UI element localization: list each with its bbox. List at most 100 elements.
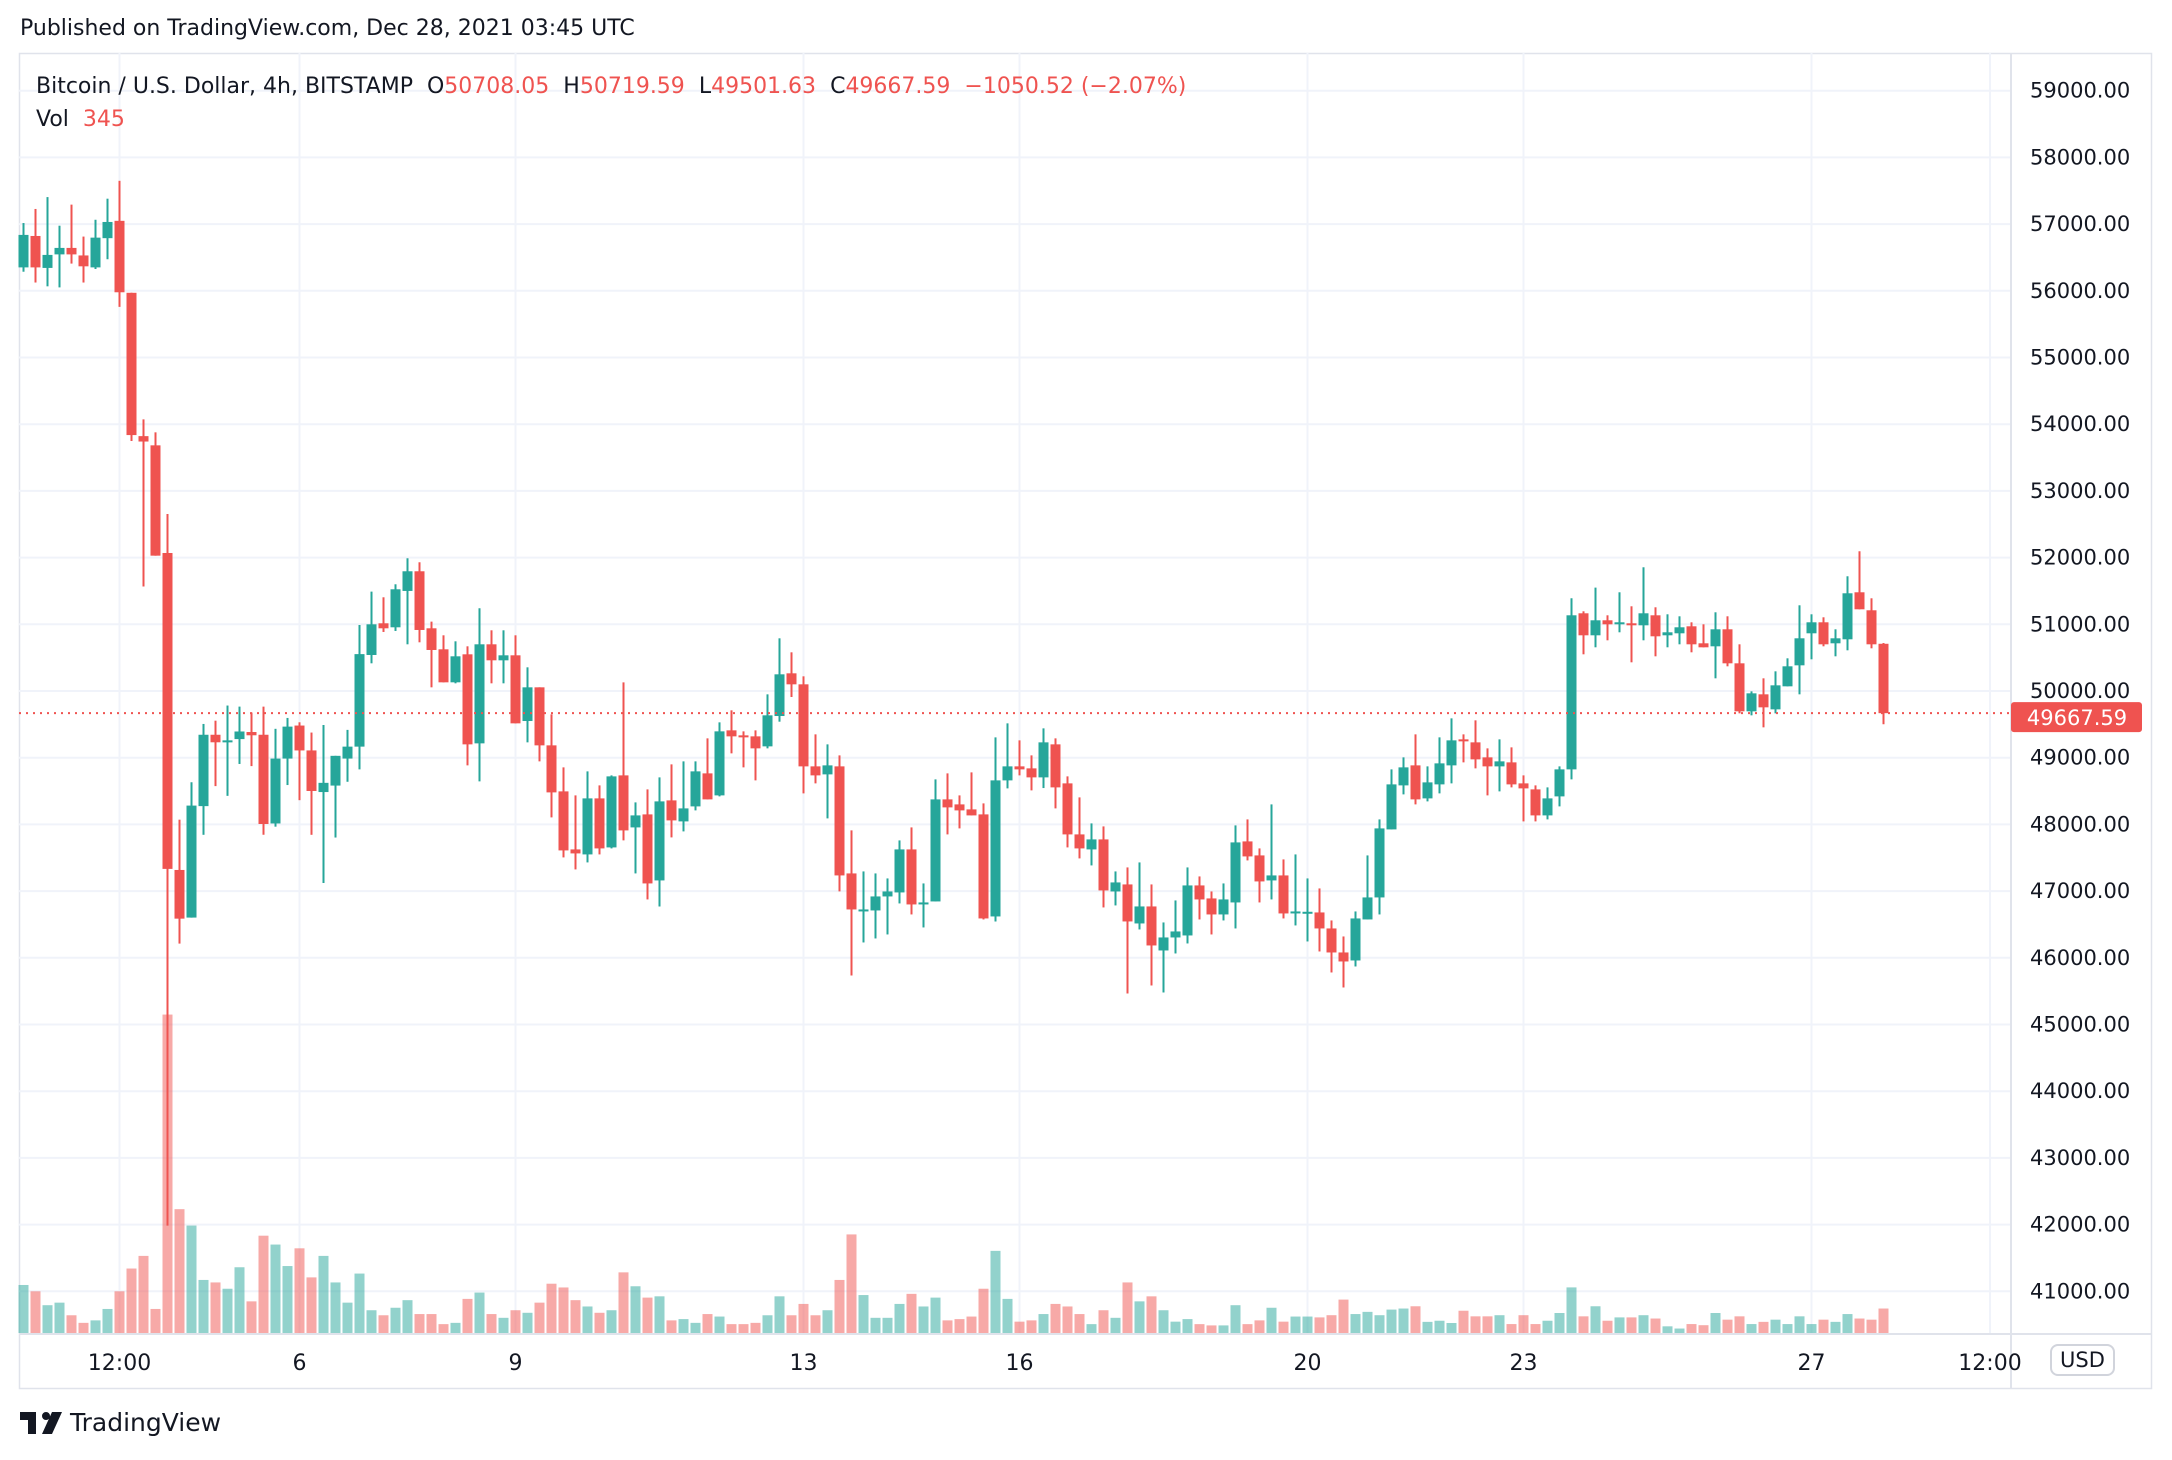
candle bbox=[1410, 734, 1421, 805]
volume-bar bbox=[510, 1310, 521, 1333]
time-tick-label: 20 bbox=[1294, 1351, 1322, 1376]
volume-bar bbox=[1794, 1316, 1805, 1333]
close-label: C bbox=[830, 74, 846, 99]
volume-bar bbox=[54, 1302, 65, 1333]
volume-bar bbox=[702, 1314, 713, 1333]
candle-body bbox=[186, 805, 197, 918]
volume-bar bbox=[1878, 1308, 1889, 1333]
candle-body bbox=[1614, 622, 1625, 625]
price-tick-label: 43000.00 bbox=[2030, 1146, 2130, 1170]
volume-bar bbox=[1698, 1325, 1709, 1333]
volume-bar bbox=[1770, 1319, 1781, 1333]
candle bbox=[1614, 592, 1625, 633]
candle bbox=[870, 873, 881, 939]
candle bbox=[1698, 624, 1709, 648]
volume-bar bbox=[1482, 1316, 1493, 1333]
volume-bar bbox=[1674, 1328, 1685, 1333]
candle-body bbox=[906, 849, 917, 905]
candle bbox=[450, 641, 461, 684]
candle-body bbox=[858, 909, 869, 912]
candle bbox=[1362, 855, 1373, 920]
candle bbox=[1170, 900, 1181, 954]
candle-body bbox=[1554, 769, 1565, 797]
price-tick-label: 50000.00 bbox=[2030, 679, 2130, 703]
candle-body bbox=[570, 849, 581, 854]
candle-body bbox=[498, 655, 509, 661]
candle-body bbox=[1230, 842, 1241, 903]
candle bbox=[1818, 617, 1829, 647]
candle bbox=[1458, 734, 1469, 763]
candle bbox=[690, 761, 701, 811]
time-tick-label: 13 bbox=[790, 1351, 818, 1376]
volume-bar bbox=[738, 1324, 749, 1333]
volume-bar bbox=[366, 1310, 377, 1333]
candle-body bbox=[1110, 882, 1121, 892]
volume-bar bbox=[1530, 1324, 1541, 1333]
volume-bar bbox=[1278, 1321, 1289, 1333]
candle bbox=[798, 676, 809, 794]
price-axis[interactable]: 59000.00 58000.00 57000.00 56000.00 55000.00… bbox=[2030, 79, 2130, 1304]
currency-badge[interactable]: USD bbox=[2050, 1344, 2115, 1376]
candle bbox=[1506, 747, 1517, 788]
candle-body bbox=[1518, 783, 1529, 789]
candle bbox=[1866, 598, 1877, 649]
tradingview-logo[interactable]: TradingView bbox=[20, 1408, 221, 1437]
candle bbox=[1314, 888, 1325, 952]
volume-bar bbox=[306, 1277, 317, 1333]
candle bbox=[1326, 920, 1337, 973]
candle bbox=[486, 630, 497, 684]
volume-bar bbox=[1002, 1298, 1013, 1333]
price-tick-label: 55000.00 bbox=[2030, 346, 2130, 370]
volume-bar bbox=[354, 1273, 365, 1333]
volume-bar bbox=[318, 1255, 329, 1333]
candle-body bbox=[1446, 740, 1457, 766]
candle bbox=[822, 744, 833, 819]
candle bbox=[258, 706, 269, 835]
volume-bar bbox=[990, 1250, 1001, 1333]
candle-body bbox=[558, 791, 569, 851]
candle-body bbox=[1578, 613, 1589, 636]
candle bbox=[1134, 862, 1145, 930]
volume-bar bbox=[1206, 1325, 1217, 1333]
candle bbox=[126, 292, 137, 442]
candle-body bbox=[198, 734, 209, 807]
candle-body bbox=[1590, 620, 1601, 636]
candle bbox=[174, 819, 185, 944]
volume-bar bbox=[1314, 1317, 1325, 1333]
candle-body bbox=[1278, 875, 1289, 914]
candle-body bbox=[42, 254, 53, 268]
candle bbox=[594, 785, 605, 855]
symbol-name[interactable]: Bitcoin / U.S. Dollar, 4h, BITSTAMP bbox=[36, 74, 413, 99]
volume-bar bbox=[678, 1319, 689, 1333]
volume-bar bbox=[1566, 1287, 1577, 1333]
volume-bar bbox=[1470, 1316, 1481, 1333]
candle-body bbox=[990, 780, 1001, 917]
candle-body bbox=[330, 755, 341, 786]
candle-body bbox=[270, 758, 281, 824]
volume-bar bbox=[90, 1320, 101, 1333]
candle bbox=[1830, 629, 1841, 657]
volume-bar bbox=[762, 1315, 773, 1333]
volume-label[interactable]: Vol bbox=[36, 107, 69, 132]
volume-bar bbox=[1266, 1307, 1277, 1333]
candle bbox=[1530, 785, 1541, 822]
candle bbox=[1878, 643, 1889, 725]
candle-body bbox=[438, 649, 449, 683]
volume-bar bbox=[1410, 1306, 1421, 1333]
candle-body bbox=[1710, 629, 1721, 647]
time-axis[interactable]: 12:00 6 9 13 16 20 23 27 12:00 bbox=[88, 1351, 2022, 1376]
price-tick-label: 49000.00 bbox=[2030, 746, 2130, 770]
candle-body bbox=[1638, 613, 1649, 626]
candle bbox=[474, 608, 485, 782]
volume-bar bbox=[1050, 1303, 1061, 1333]
candle-body bbox=[462, 654, 473, 745]
close-value: 49667.59 bbox=[845, 74, 951, 99]
tradingview-logo-icon bbox=[20, 1411, 62, 1434]
volume-bar bbox=[282, 1266, 293, 1333]
candle bbox=[570, 795, 581, 870]
candle-body bbox=[654, 801, 665, 881]
candle-body bbox=[738, 735, 749, 738]
candle-body bbox=[1098, 839, 1109, 891]
candle bbox=[246, 712, 257, 767]
